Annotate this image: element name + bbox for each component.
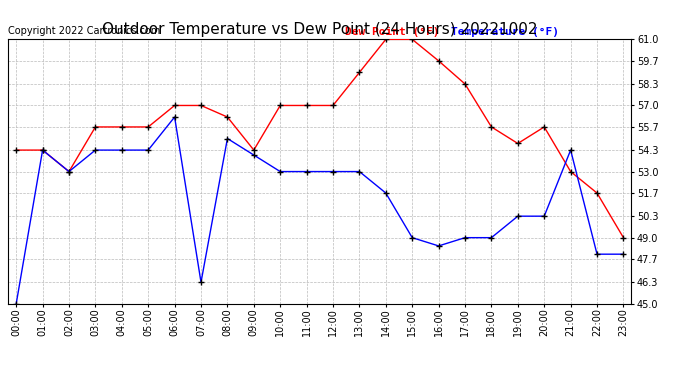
Text: Temperature (°F): Temperature (°F): [451, 27, 559, 37]
Title: Outdoor Temperature vs Dew Point (24 Hours) 20221002: Outdoor Temperature vs Dew Point (24 Hou…: [102, 22, 538, 37]
Text: Dew Point (°F): Dew Point (°F): [345, 27, 440, 37]
Text: Copyright 2022 Cartronics.com: Copyright 2022 Cartronics.com: [8, 26, 161, 36]
